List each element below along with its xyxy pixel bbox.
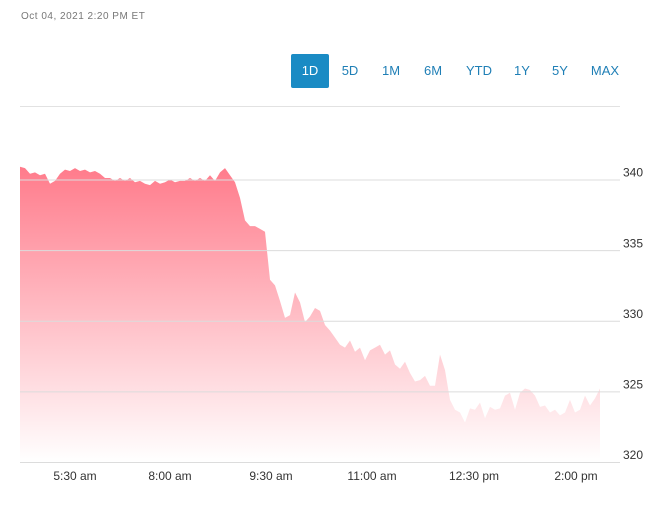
range-button[interactable]: 1Y (514, 63, 530, 78)
range-button[interactable]: MAX (590, 63, 620, 78)
y-tick-label: 320 (623, 448, 643, 462)
y-tick-label: 335 (623, 236, 643, 250)
x-tick-label: 11:00 am (347, 469, 396, 483)
y-tick-label: 340 (623, 166, 643, 180)
range-button[interactable]: YTD (466, 63, 492, 78)
range-button[interactable]: 1M (381, 63, 401, 78)
range-button[interactable]: 1D (291, 54, 329, 88)
range-button[interactable]: 5Y (552, 63, 568, 78)
y-tick-label: 325 (623, 378, 643, 392)
range-button[interactable]: 6M (423, 63, 443, 78)
timestamp: Oct 04, 2021 2:20 PM ET (21, 11, 146, 22)
x-tick-label: 8:00 am (148, 469, 191, 483)
price-area (20, 166, 600, 462)
range-button[interactable]: 5D (341, 63, 359, 78)
x-tick-label: 12:30 pm (449, 469, 499, 483)
y-tick-label: 330 (623, 307, 643, 321)
x-tick-label: 5:30 am (53, 469, 96, 483)
x-tick-label: 9:30 am (249, 469, 292, 483)
x-tick-label: 2:00 pm (554, 469, 597, 483)
